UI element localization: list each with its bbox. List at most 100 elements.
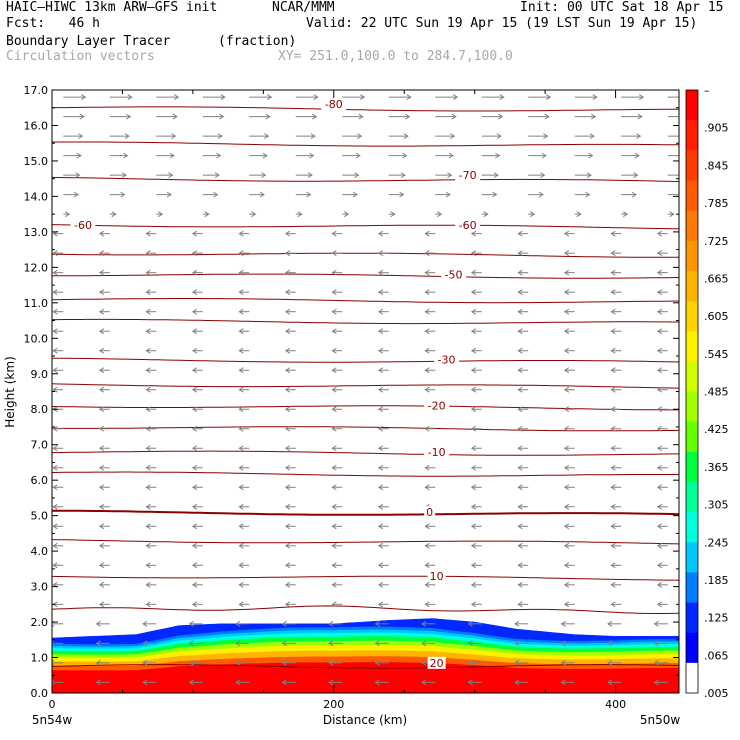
wind-vector [98, 464, 110, 471]
temperature-contour [52, 450, 679, 456]
wind-vector [514, 659, 529, 666]
wind-vector [281, 679, 296, 686]
wind-vector [610, 445, 622, 452]
wind-vector [238, 250, 250, 257]
colorbar-segment [686, 421, 698, 453]
wind-vector [377, 425, 389, 432]
wind-vector [610, 523, 622, 530]
wind-vector [331, 503, 343, 510]
wind-vector [342, 191, 358, 198]
y-axis-label: Height (km) [3, 356, 17, 427]
wind-vector [470, 230, 482, 237]
wind-vector [202, 172, 220, 179]
temperature-contour [52, 405, 679, 411]
wind-vector [249, 172, 267, 179]
colorbar-label: .665 [704, 272, 729, 285]
wind-vector [235, 620, 250, 627]
wind-vector [563, 523, 575, 530]
vectors-label: Circulation vectors [6, 49, 155, 64]
wind-vector [563, 386, 575, 393]
wind-vector [563, 328, 575, 335]
wind-vector [377, 289, 389, 296]
x-start-location: 5n54w [32, 713, 73, 727]
wind-vector [377, 464, 389, 471]
wind-vector [517, 269, 529, 276]
wind-vector [656, 289, 668, 296]
wind-vector [156, 152, 175, 159]
wind-vector [98, 542, 110, 549]
wind-vector [284, 503, 296, 510]
contour-label: -10 [428, 446, 446, 459]
wind-vector [470, 581, 482, 588]
wind-vector [377, 445, 389, 452]
wind-vector [191, 542, 203, 549]
wind-vector [156, 133, 177, 140]
wind-vector [284, 406, 296, 413]
colorbar-label: .425 [704, 423, 729, 436]
wind-vector [328, 659, 343, 666]
wind-vector [610, 562, 622, 569]
wind-vector [52, 425, 64, 432]
wind-vector [388, 94, 412, 101]
x-axis-label: Distance (km) [323, 713, 407, 727]
wind-vector [621, 94, 645, 101]
wind-vector [470, 367, 482, 374]
contour-label-bg [427, 656, 446, 669]
colorbar-label: .785 [704, 197, 729, 210]
wind-vector [374, 620, 389, 627]
wind-vector [295, 211, 303, 218]
contour-label-bg [455, 218, 481, 231]
wind-vector [331, 347, 343, 354]
axes: 0.0 1.0 2.0 3.0 4.0 5.0 6.0 7.0 8.0 9.0 10.0 11.0 12… [24, 84, 679, 711]
wind-vector [563, 581, 575, 588]
wind-vector [145, 367, 157, 374]
wind-vector [284, 542, 296, 549]
wind-vector [470, 406, 482, 413]
wind-vector [470, 464, 482, 471]
colorbar-segment [686, 301, 698, 332]
colorbar: – .905 .845 .785 .725 .665 .605 .545 .485 .425 .36… [685, 84, 729, 700]
wind-vector [342, 211, 350, 218]
wind-vector [98, 230, 110, 237]
wind-vector [560, 679, 575, 686]
wind-vector [621, 211, 629, 218]
wind-vector [610, 601, 622, 608]
wind-vector [377, 347, 389, 354]
org-label: NCAR/MMM [272, 0, 335, 15]
colorbar-label: – [704, 84, 710, 97]
wind-vector [281, 620, 296, 627]
wind-vector [656, 269, 668, 276]
x-tick-label: 200 [323, 698, 344, 711]
wind-vector [98, 269, 110, 276]
wind-vector [238, 269, 250, 276]
wind-vector [517, 562, 529, 569]
wind-vector [145, 542, 157, 549]
wind-vector [52, 464, 64, 471]
wind-vector [238, 581, 250, 588]
contour-label: -30 [438, 354, 456, 367]
wind-vector [328, 620, 343, 627]
wind-vector [470, 308, 482, 315]
temperature-contour [52, 273, 679, 279]
wind-vector [331, 562, 343, 569]
wind-vector [610, 308, 622, 315]
wind-vector [563, 406, 575, 413]
wind-vector [607, 640, 622, 647]
temperature-contour [52, 224, 679, 230]
wind-vector [467, 659, 482, 666]
wind-vector [284, 289, 296, 296]
wind-vector [188, 659, 203, 666]
wind-vector [331, 464, 343, 471]
wind-vector [238, 523, 250, 530]
wind-vector [145, 308, 157, 315]
wind-vector [52, 562, 64, 569]
wind-vector [481, 172, 499, 179]
wind-vector [295, 152, 315, 159]
wind-vector [109, 172, 127, 179]
wind-vector [374, 679, 389, 686]
wind-vector [528, 133, 549, 140]
contour-label: -50 [445, 268, 463, 281]
wind-vector [656, 464, 668, 471]
wind-vector [388, 133, 409, 140]
wind-vector [284, 523, 296, 530]
